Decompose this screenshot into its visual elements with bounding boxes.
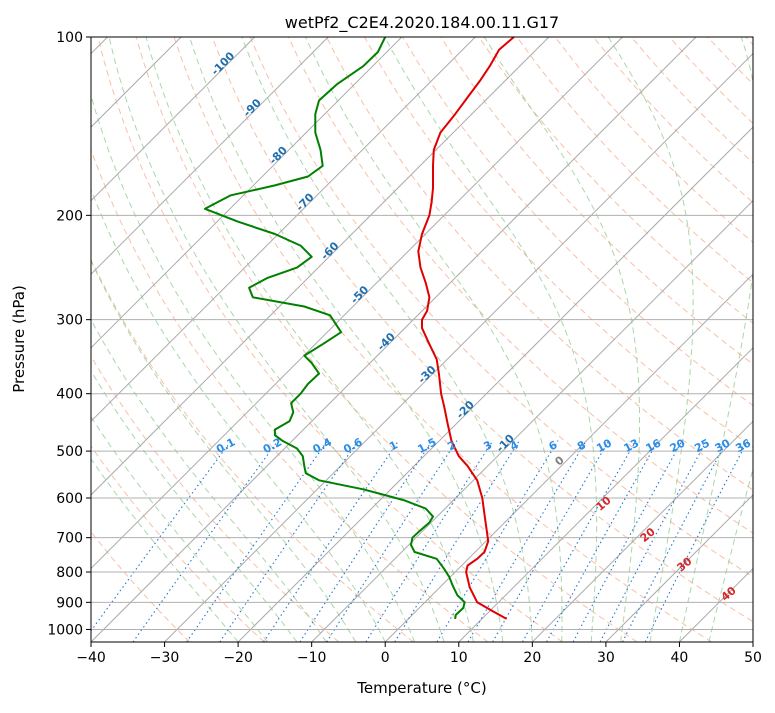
x-tick-label: 10	[450, 650, 468, 666]
y-tick-label: 400	[56, 387, 83, 403]
x-tick-label: −30	[150, 650, 180, 666]
x-tick-label: 40	[671, 650, 689, 666]
y-tick-label: 300	[56, 313, 83, 329]
y-axis-title: Pressure (hPa)	[10, 285, 28, 393]
y-tick-label: 800	[56, 565, 83, 581]
y-tick-label: 700	[56, 531, 83, 547]
y-tick-label: 500	[56, 444, 83, 460]
x-tick-label: −20	[223, 650, 253, 666]
x-tick-label: 20	[523, 650, 541, 666]
x-tick-label: −40	[76, 650, 106, 666]
y-tick-label: 600	[56, 491, 83, 507]
x-tick-label: 0	[381, 650, 390, 666]
x-tick-label: 50	[744, 650, 762, 666]
x-tick-label: −10	[297, 650, 327, 666]
y-tick-label: 900	[56, 595, 83, 611]
x-tick-label: 30	[597, 650, 615, 666]
chart-title: wetPf2_C2E4.2020.184.00.11.G17	[285, 13, 559, 33]
y-tick-label: 1000	[47, 622, 83, 638]
y-tick-label: 200	[56, 208, 83, 224]
x-axis-title: Temperature (°C)	[356, 679, 486, 697]
y-tick-label: 100	[56, 30, 83, 46]
